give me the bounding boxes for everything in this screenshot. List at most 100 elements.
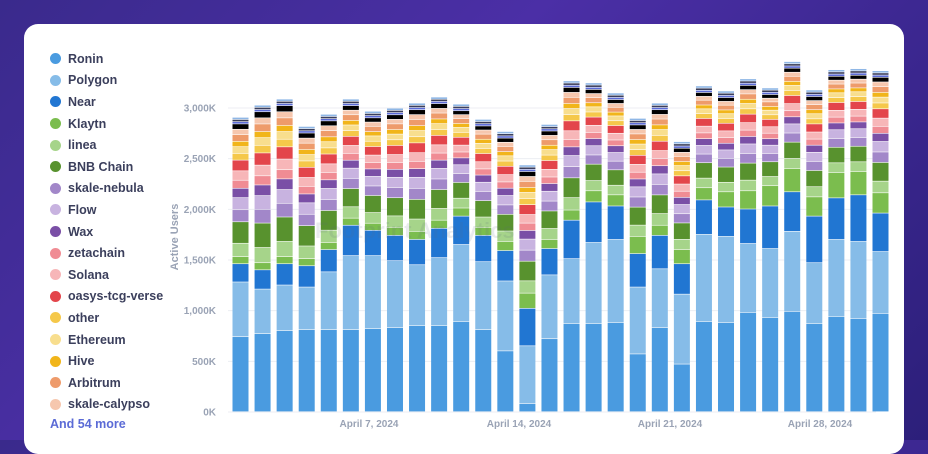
bar-stack[interactable] xyxy=(828,69,845,412)
bar-stack[interactable] xyxy=(872,71,889,412)
legend-item[interactable]: Near xyxy=(50,91,200,113)
bar-stack[interactable] xyxy=(762,88,779,412)
legend-item[interactable]: Klaytn xyxy=(50,113,200,135)
bar-segment xyxy=(784,81,801,86)
legend-item[interactable]: BNB Chain xyxy=(50,156,200,178)
bar-segment xyxy=(475,139,492,144)
bar-segment xyxy=(519,167,536,170)
bar-segment xyxy=(519,198,536,205)
bar-segment xyxy=(519,239,536,250)
bar-segment xyxy=(497,250,514,281)
bar-stack[interactable] xyxy=(673,141,690,412)
bar-segment xyxy=(651,119,668,125)
bar-segment xyxy=(673,141,690,144)
bar-segment xyxy=(695,105,712,109)
bar-segment xyxy=(718,158,735,167)
bar-segment xyxy=(497,214,514,231)
bar-segment xyxy=(872,77,889,82)
bar-segment xyxy=(806,152,823,162)
legend-item[interactable]: skale-nebula xyxy=(50,178,200,200)
bar-segment xyxy=(718,97,735,102)
bar-segment xyxy=(320,114,337,117)
legend-item[interactable]: oasys-tcg-verse xyxy=(50,286,200,308)
bar-segment xyxy=(320,272,337,330)
bar-stack[interactable] xyxy=(651,103,668,412)
bar-segment xyxy=(541,248,558,275)
bar-stack[interactable] xyxy=(232,117,249,412)
bar-stack[interactable] xyxy=(629,118,646,412)
bar-segment xyxy=(585,164,602,181)
bar-segment xyxy=(740,243,757,313)
bar-stack[interactable] xyxy=(254,105,271,412)
bar-segment xyxy=(254,107,271,110)
legend-item[interactable]: Flow xyxy=(50,199,200,221)
bar-segment xyxy=(872,126,889,134)
legend-item[interactable]: linea xyxy=(50,134,200,156)
legend-swatch xyxy=(50,247,61,259)
bar-stack[interactable] xyxy=(541,124,558,412)
bar-stack[interactable] xyxy=(431,97,448,412)
legend-item[interactable]: skale-calypso xyxy=(50,394,200,416)
bar-stack[interactable] xyxy=(695,86,712,412)
bar-segment xyxy=(673,184,690,191)
bar-segment xyxy=(629,164,646,172)
legend-item[interactable]: Ethereum xyxy=(50,329,200,351)
bar-stack[interactable] xyxy=(475,119,492,412)
bar-segment xyxy=(475,169,492,175)
bar-stack[interactable] xyxy=(585,83,602,412)
bar-stack[interactable] xyxy=(320,114,337,412)
bar-segment xyxy=(475,121,492,124)
legend-label: Ethereum xyxy=(68,332,126,347)
bar-segment xyxy=(806,161,823,171)
legend-item[interactable]: Solana xyxy=(50,264,200,286)
bar-segment xyxy=(475,182,492,192)
legend-label: oasys-tcg-verse xyxy=(68,289,164,304)
bar-stack[interactable] xyxy=(784,61,801,412)
bar-segment xyxy=(475,134,492,139)
bar-segment xyxy=(872,86,889,93)
bar-stack[interactable] xyxy=(607,93,624,412)
bar-stack[interactable] xyxy=(364,111,381,412)
bar-stack[interactable] xyxy=(850,68,867,412)
bar-stack[interactable] xyxy=(718,91,735,412)
bar-stack[interactable] xyxy=(342,99,359,412)
bar-segment xyxy=(342,188,359,207)
legend-item[interactable]: other xyxy=(50,307,200,329)
bar-segment xyxy=(651,114,668,119)
legend-item[interactable]: Hive xyxy=(50,350,200,372)
bar-segment xyxy=(629,287,646,354)
bar-segment xyxy=(806,145,823,152)
bar-segment xyxy=(806,94,823,97)
legend-item[interactable]: Wax xyxy=(50,221,200,243)
legend-item[interactable]: Polygon xyxy=(50,70,200,92)
bar-stack[interactable] xyxy=(519,165,536,412)
bar-segment xyxy=(629,207,646,225)
bar-stack[interactable] xyxy=(298,126,315,412)
bar-stack[interactable] xyxy=(563,81,580,412)
more-series-link[interactable]: And 54 more xyxy=(50,417,126,432)
bar-stack[interactable] xyxy=(276,99,293,412)
bar-segment xyxy=(276,118,293,126)
bar-stack[interactable] xyxy=(409,103,426,412)
bar-segment xyxy=(762,248,779,318)
legend-item[interactable]: Ronin xyxy=(50,48,200,70)
bar-segment xyxy=(320,118,337,121)
bar-segment xyxy=(364,118,381,122)
bar-stack[interactable] xyxy=(740,79,757,412)
bar-segment xyxy=(695,118,712,126)
bar-stack[interactable] xyxy=(386,108,403,412)
bar-segment xyxy=(762,133,779,139)
bar-segment xyxy=(850,241,867,319)
bar-segment xyxy=(519,171,536,177)
bar-segment xyxy=(740,109,757,114)
bar-segment xyxy=(673,249,690,264)
bar-stack[interactable] xyxy=(497,131,514,412)
legend-item[interactable]: zetachain xyxy=(50,242,200,264)
bar-stack[interactable] xyxy=(453,104,470,412)
bar-segment xyxy=(276,105,293,112)
bar-segment xyxy=(718,192,735,207)
bar-segment xyxy=(254,263,271,270)
bar-segment xyxy=(431,179,448,190)
bar-stack[interactable] xyxy=(806,90,823,412)
legend-item[interactable]: Arbitrum xyxy=(50,372,200,394)
